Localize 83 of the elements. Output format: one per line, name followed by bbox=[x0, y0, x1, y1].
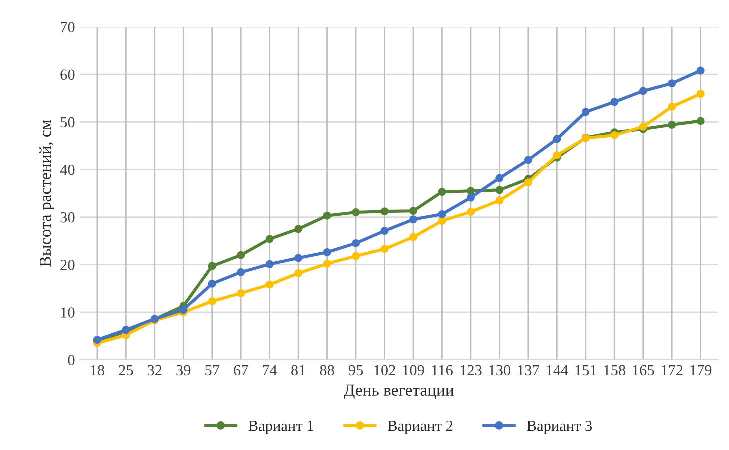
point bbox=[610, 131, 619, 140]
point bbox=[237, 251, 246, 260]
point bbox=[352, 239, 360, 248]
point bbox=[380, 227, 389, 236]
x-tick-label: 67 bbox=[234, 365, 248, 376]
point bbox=[266, 260, 274, 268]
point bbox=[438, 217, 446, 226]
point bbox=[352, 252, 360, 260]
point bbox=[294, 269, 303, 278]
y-tick-label: 10 bbox=[61, 308, 75, 318]
x-tick-label: 123 bbox=[460, 365, 482, 376]
point bbox=[380, 245, 389, 254]
y-tick-label: 40 bbox=[60, 164, 75, 176]
point bbox=[553, 151, 562, 160]
x-tick-label: 130 bbox=[490, 365, 511, 376]
point bbox=[524, 156, 532, 164]
x-tick-label: 151 bbox=[576, 365, 596, 376]
point bbox=[466, 194, 475, 202]
x-tick-label: 39 bbox=[176, 365, 191, 376]
point bbox=[410, 233, 418, 242]
point bbox=[668, 80, 676, 88]
point bbox=[208, 297, 216, 306]
x-tick-label: 179 bbox=[690, 365, 712, 376]
point bbox=[438, 210, 446, 218]
point bbox=[352, 208, 360, 217]
point bbox=[696, 117, 705, 126]
x-tick-label: 158 bbox=[604, 365, 626, 376]
x-tick-label: 32 bbox=[148, 365, 162, 376]
point bbox=[496, 174, 504, 182]
point bbox=[496, 186, 504, 194]
x-tick-label: 25 bbox=[119, 365, 134, 376]
x-axis-title: День вегетации bbox=[344, 384, 454, 400]
point bbox=[553, 135, 562, 144]
point bbox=[668, 102, 676, 111]
point bbox=[438, 188, 446, 196]
point bbox=[237, 268, 246, 276]
point bbox=[323, 248, 332, 256]
point bbox=[696, 90, 705, 98]
point bbox=[410, 207, 418, 216]
point bbox=[266, 280, 274, 289]
legend-label: Вариант 2 bbox=[388, 420, 453, 434]
point bbox=[524, 178, 532, 187]
point bbox=[668, 121, 676, 129]
point bbox=[610, 98, 619, 106]
x-tick-label: 95 bbox=[348, 365, 364, 376]
x-tick-label: 102 bbox=[374, 365, 396, 376]
point bbox=[639, 122, 648, 131]
point bbox=[466, 208, 475, 216]
point bbox=[237, 289, 246, 298]
legend-label: Вариант 3 bbox=[527, 420, 592, 434]
y-tick-label: 0 bbox=[68, 355, 75, 366]
x-tick-label: 88 bbox=[320, 365, 334, 376]
y-tick-label: 20 bbox=[60, 260, 75, 270]
x-tick-label: 116 bbox=[432, 365, 453, 376]
legend-label: Вариант 1 bbox=[248, 420, 314, 434]
x-tick-label: 165 bbox=[633, 365, 654, 376]
y-axis-title: Высота растений, см bbox=[40, 120, 54, 267]
point bbox=[639, 87, 648, 96]
point bbox=[582, 108, 590, 116]
point bbox=[294, 254, 303, 262]
y-tick-label: 60 bbox=[60, 70, 75, 80]
x-tick-label: 172 bbox=[662, 365, 683, 376]
point bbox=[496, 196, 504, 205]
y-tick-label: 70 bbox=[61, 22, 75, 32]
point bbox=[208, 280, 216, 288]
point bbox=[410, 216, 418, 224]
point bbox=[294, 225, 303, 234]
x-tick-label: 109 bbox=[403, 365, 424, 376]
point bbox=[323, 260, 332, 268]
point bbox=[208, 262, 216, 270]
point bbox=[466, 187, 475, 196]
point bbox=[266, 235, 274, 244]
y-tick-label: 30 bbox=[60, 212, 75, 223]
x-tick-label: 144 bbox=[547, 365, 568, 376]
x-tick-label: 18 bbox=[91, 365, 104, 376]
x-tick-label: 81 bbox=[292, 365, 306, 376]
x-tick-label: 137 bbox=[518, 365, 540, 376]
point bbox=[323, 212, 332, 220]
point bbox=[380, 208, 389, 216]
y-tick-label: 50 bbox=[60, 117, 75, 128]
point bbox=[696, 66, 705, 75]
x-tick-label: 74 bbox=[263, 365, 278, 376]
x-tick-label: 57 bbox=[206, 365, 220, 376]
